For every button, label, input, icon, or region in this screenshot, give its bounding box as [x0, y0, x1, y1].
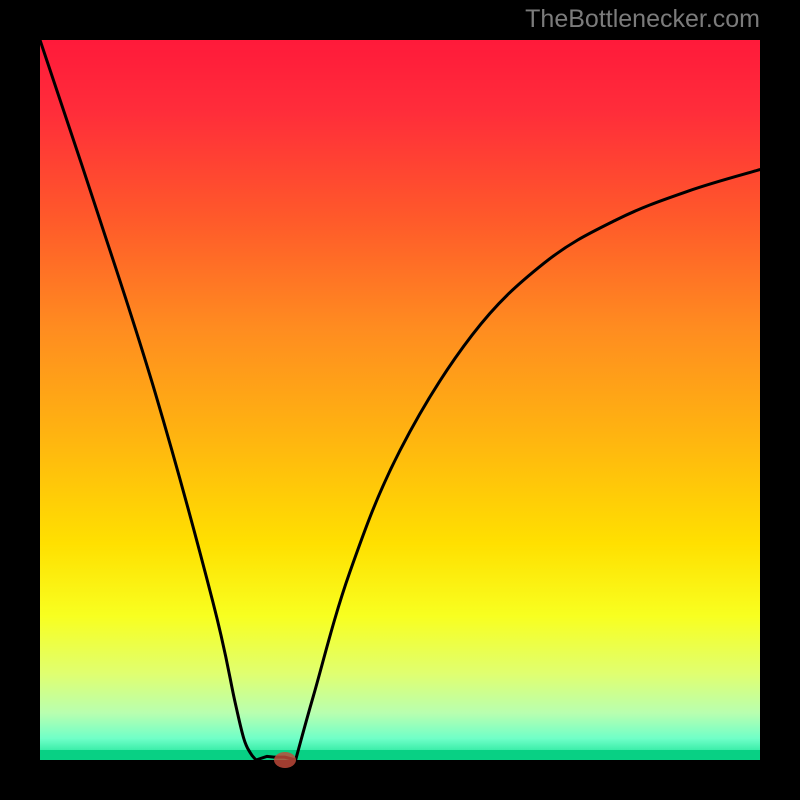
optimal-point-marker: [274, 752, 296, 768]
figure-root: TheBottlenecker.com: [0, 0, 800, 800]
plot-area: [40, 40, 760, 760]
watermark-text: TheBottlenecker.com: [525, 5, 760, 34]
bottleneck-curve: [40, 40, 760, 760]
